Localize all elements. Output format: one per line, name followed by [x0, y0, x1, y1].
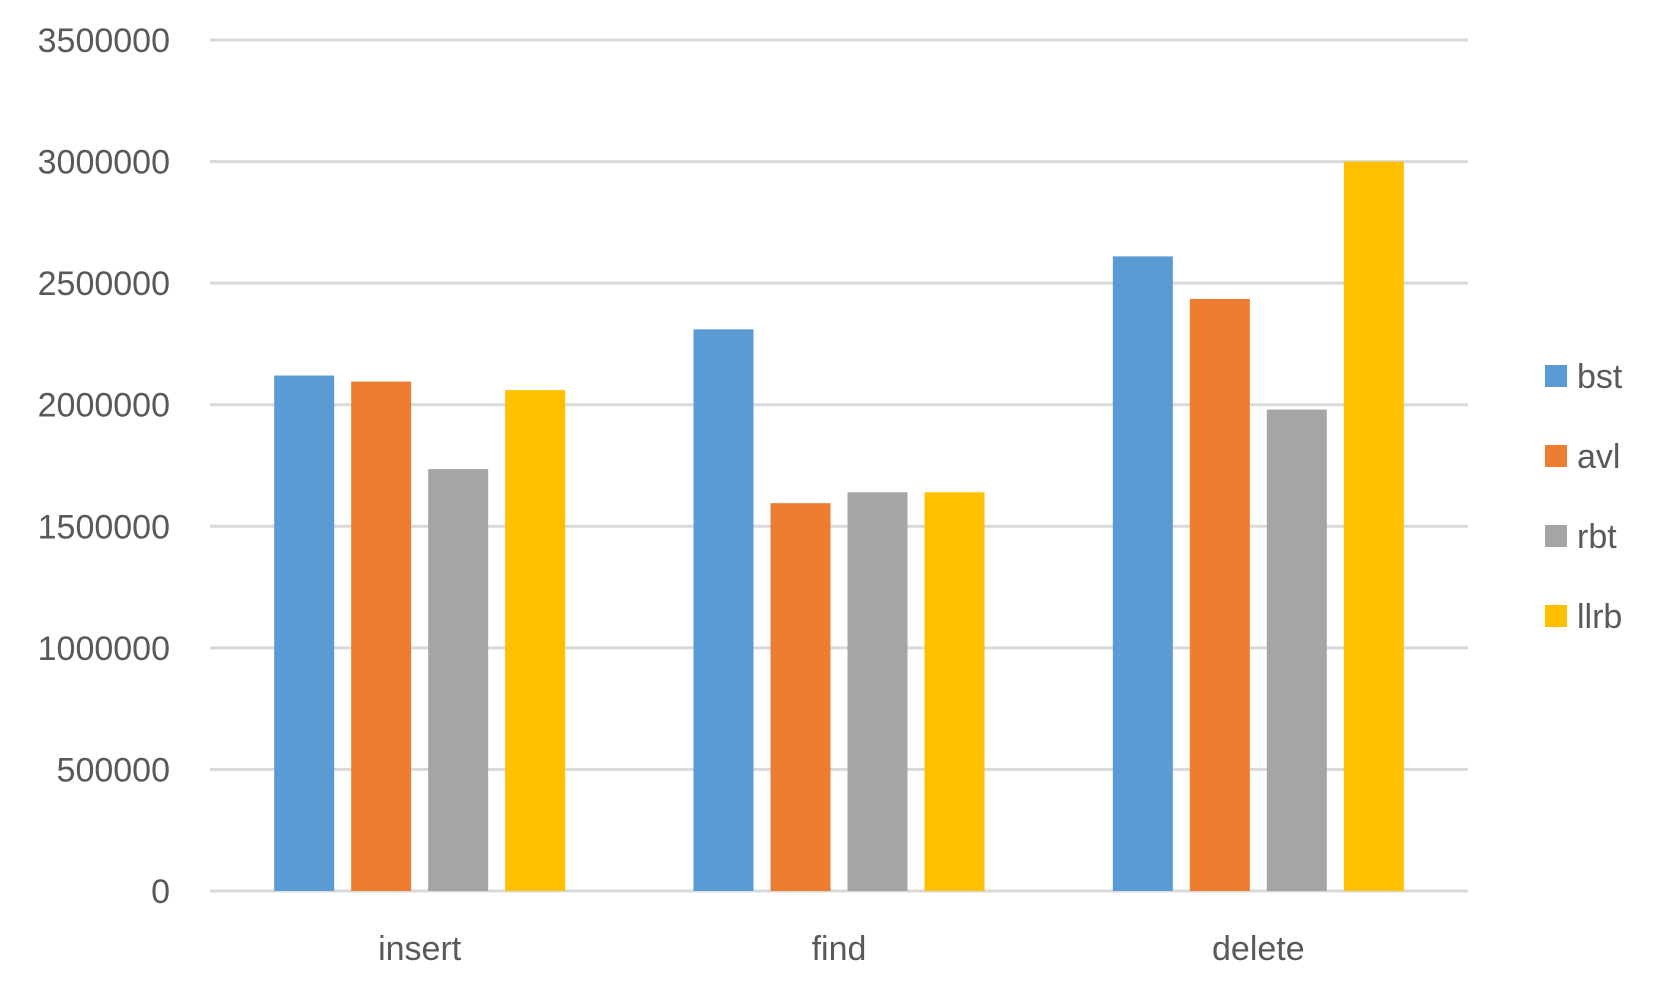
x-tick-label: find [812, 930, 867, 968]
y-tick-label: 2500000 [38, 265, 170, 303]
bar-avl-find [770, 503, 831, 891]
bar-llrb-find [924, 492, 985, 891]
y-tick-label: 3500000 [38, 22, 170, 60]
legend-label-avl: avl [1577, 438, 1620, 476]
gridlines [210, 38, 1468, 893]
bar-bst-find [693, 329, 754, 892]
y-axis: 0 500000 1000000 1500000 2000000 2500000 30000… [38, 22, 170, 911]
x-tick-label: delete [1212, 930, 1305, 968]
y-tick-label: 500000 [57, 751, 170, 789]
bar-rbt-find [847, 492, 908, 891]
legend-label-bst: bst [1577, 358, 1623, 396]
y-tick-label: 2000000 [38, 387, 170, 425]
bar-llrb-insert [505, 390, 566, 891]
legend-label-rbt: rbt [1577, 518, 1617, 556]
legend: bst avl rbt llrb [1545, 358, 1623, 636]
y-tick-label: 1500000 [38, 508, 170, 546]
bars [274, 161, 1404, 892]
bar-rbt-insert [428, 469, 489, 891]
legend-swatch-avl [1545, 445, 1567, 467]
bar-avl-insert [351, 381, 412, 891]
x-tick-label: insert [378, 930, 462, 968]
legend-label-llrb: llrb [1577, 598, 1622, 636]
x-axis: insert find delete [378, 930, 1305, 968]
bar-bst-insert [274, 375, 335, 892]
bar-llrb-delete [1343, 161, 1404, 892]
y-tick-label: 1000000 [38, 630, 170, 668]
bar-rbt-delete [1266, 409, 1327, 891]
y-tick-label: 3000000 [38, 144, 170, 182]
bar-avl-delete [1189, 298, 1250, 891]
bar-bst-delete [1112, 256, 1173, 891]
legend-swatch-llrb [1545, 605, 1567, 627]
legend-swatch-rbt [1545, 525, 1567, 547]
legend-swatch-bst [1545, 365, 1567, 387]
y-tick-label: 0 [151, 873, 170, 911]
